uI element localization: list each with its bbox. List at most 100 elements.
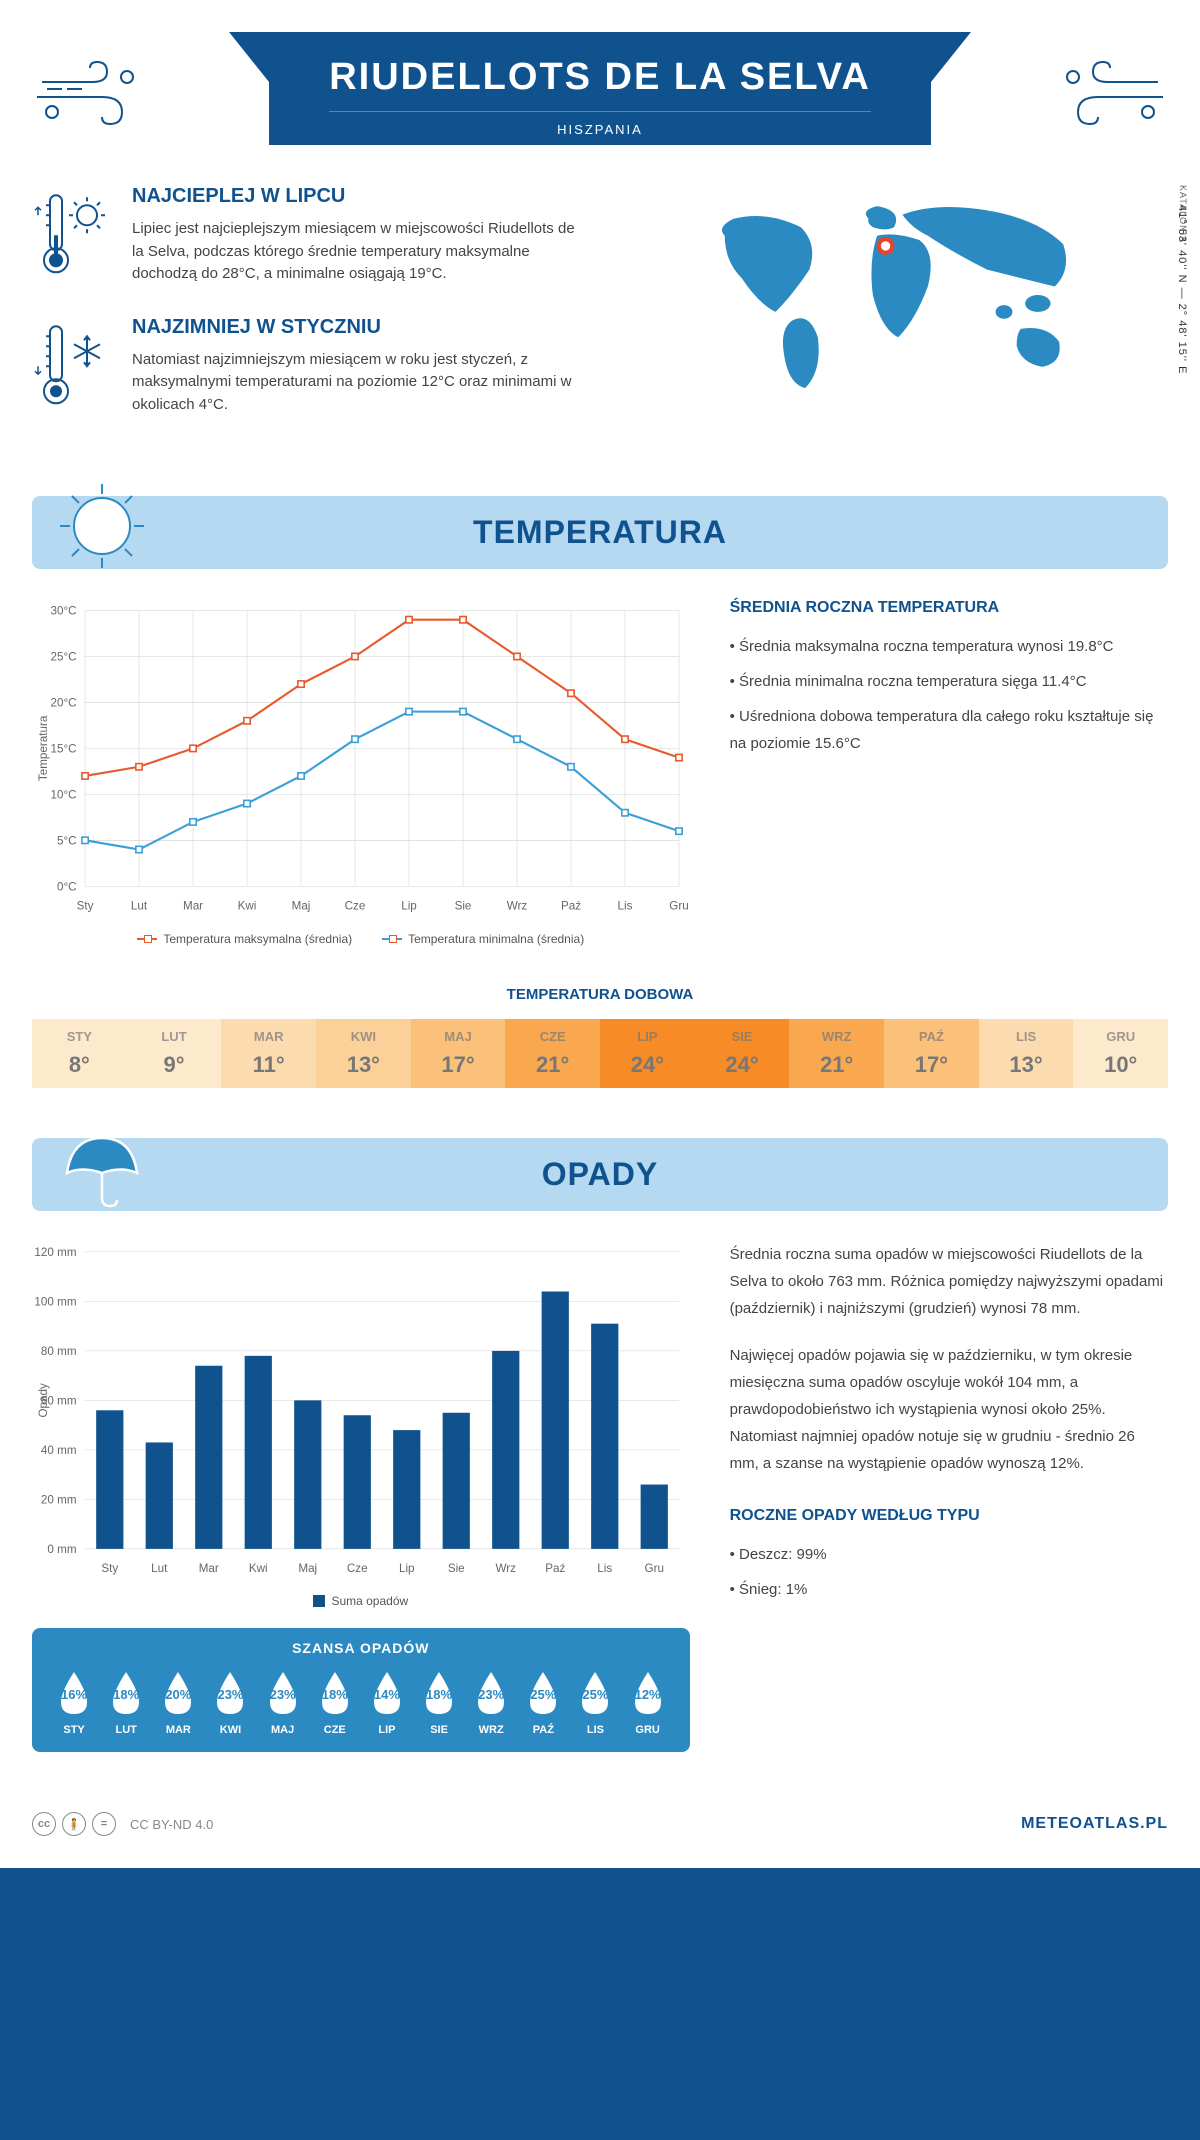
header: RIUDELLOTS DE LA SELVA HISZPANIA <box>32 32 1168 145</box>
svg-text:Kwi: Kwi <box>249 1562 268 1575</box>
daily-cell: CZE21° <box>505 1019 600 1088</box>
drop-icon: 23% <box>470 1668 512 1718</box>
svg-text:0 mm: 0 mm <box>47 1543 76 1556</box>
legend-min: Temperatura minimalna (średnia) <box>408 932 584 946</box>
drop-icon: 18% <box>105 1668 147 1718</box>
drop-icon: 18% <box>314 1668 356 1718</box>
legend-precip: Suma opadów <box>331 1594 408 1608</box>
daily-cell: GRU10° <box>1073 1019 1168 1088</box>
hot-title: NAJCIEPLEJ W LIPCU <box>132 185 580 208</box>
precipitation-title: OPADY <box>50 1156 1150 1193</box>
daily-cell: STY8° <box>32 1019 127 1088</box>
chance-cell: 12% GRU <box>626 1668 670 1736</box>
svg-text:Opady: Opady <box>37 1383 50 1418</box>
intro-text-column: NAJCIEPLEJ W LIPCU Lipiec jest najcieple… <box>32 185 580 446</box>
precipitation-content: 0 mm20 mm40 mm60 mm80 mm100 mm120 mmOpad… <box>32 1241 1168 1752</box>
drop-icon: 16% <box>53 1668 95 1718</box>
svg-text:5°C: 5°C <box>57 835 77 848</box>
coordinates: 41° 53' 40'' N — 2° 48' 15'' E <box>1176 205 1188 374</box>
chance-month: STY <box>52 1724 96 1736</box>
daily-month: LIS <box>979 1029 1074 1044</box>
page-title: RIUDELLOTS DE LA SELVA <box>329 56 871 99</box>
bytype-title: ROCZNE OPADY WEDŁUG TYPU <box>730 1507 1168 1525</box>
svg-text:20°C: 20°C <box>50 697 76 710</box>
bytype-bullet: • Śnieg: 1% <box>730 1576 1168 1603</box>
chance-month: MAJ <box>261 1724 305 1736</box>
chance-box: SZANSA OPADÓW 16% STY 18% LUT 20% MAR 23… <box>32 1628 690 1752</box>
daily-cell: SIE24° <box>695 1019 790 1088</box>
svg-text:Temperatura: Temperatura <box>37 715 50 781</box>
chance-value: 25% <box>530 1687 556 1702</box>
daily-value: 17° <box>884 1052 979 1078</box>
daily-month: LIP <box>600 1029 695 1044</box>
svg-text:Lut: Lut <box>151 1562 168 1575</box>
chance-cell: 20% MAR <box>156 1668 200 1736</box>
chance-cell: 16% STY <box>52 1668 96 1736</box>
chance-cell: 23% MAJ <box>261 1668 305 1736</box>
thermometer-sun-icon <box>32 185 112 286</box>
chance-value: 23% <box>478 1687 504 1702</box>
chance-cell: 18% CZE <box>313 1668 357 1736</box>
chance-month: KWI <box>208 1724 252 1736</box>
cold-text: Natomiast najzimniejszym miesiącem w rok… <box>132 349 580 417</box>
daily-value: 10° <box>1073 1052 1168 1078</box>
drop-icon: 18% <box>418 1668 460 1718</box>
svg-text:Lut: Lut <box>131 900 148 913</box>
umbrella-icon <box>52 1118 152 1218</box>
svg-text:30°C: 30°C <box>50 605 76 618</box>
cold-block: NAJZIMNIEJ W STYCZNIU Natomiast najzimni… <box>32 316 580 417</box>
svg-text:15°C: 15°C <box>50 743 76 756</box>
svg-text:Gru: Gru <box>669 900 688 913</box>
hot-block: NAJCIEPLEJ W LIPCU Lipiec jest najcieple… <box>32 185 580 286</box>
svg-text:Paź: Paź <box>545 1562 565 1575</box>
license-text: CC BY-ND 4.0 <box>130 1817 213 1832</box>
chance-value: 18% <box>426 1687 452 1702</box>
precip-text1: Średnia roczna suma opadów w miejscowośc… <box>730 1241 1168 1322</box>
daily-value: 13° <box>979 1052 1074 1078</box>
svg-text:Maj: Maj <box>298 1562 317 1575</box>
svg-text:20 mm: 20 mm <box>41 1494 77 1507</box>
thermometer-snow-icon <box>32 316 112 417</box>
chance-value: 23% <box>270 1687 296 1702</box>
svg-text:Sie: Sie <box>455 900 472 913</box>
precipitation-bar-chart: 0 mm20 mm40 mm60 mm80 mm100 mm120 mmOpad… <box>32 1241 690 1581</box>
page-subtitle: HISZPANIA <box>329 111 871 137</box>
svg-text:Kwi: Kwi <box>238 900 257 913</box>
daily-month: LUT <box>127 1029 222 1044</box>
daily-cell: LIP 24° <box>600 1019 695 1088</box>
chance-cell: 25% PAŹ <box>521 1668 565 1736</box>
chance-value: 12% <box>635 1687 661 1702</box>
chance-month: CZE <box>313 1724 357 1736</box>
daily-cell: WRZ21° <box>789 1019 884 1088</box>
temp-legend: .legend-swatch:nth-child(1)::after{borde… <box>32 932 690 946</box>
chance-value: 25% <box>582 1687 608 1702</box>
chance-month: LIS <box>573 1724 617 1736</box>
temperature-title: TEMPERATURA <box>50 514 1150 551</box>
temperature-line-chart: 0°C5°C10°C15°C20°C25°C30°CStyLutMarKwiMa… <box>32 599 690 919</box>
temperature-header: TEMPERATURA <box>32 496 1168 569</box>
bytype-bullet: • Deszcz: 99% <box>730 1541 1168 1568</box>
svg-text:Paź: Paź <box>561 900 581 913</box>
sun-icon <box>52 476 152 576</box>
temp-side-title: ŚREDNIA ROCZNA TEMPERATURA <box>730 599 1168 617</box>
chance-month: LUT <box>104 1724 148 1736</box>
svg-text:0°C: 0°C <box>57 881 77 894</box>
daily-temp-table: STY8°LUT9°MAR11°KWI13°MAJ17°CZE21°LIP24°… <box>32 1019 1168 1088</box>
daily-value: 24° <box>600 1052 695 1078</box>
daily-value: 8° <box>32 1052 127 1078</box>
chance-value: 23% <box>217 1687 243 1702</box>
drop-icon: 12% <box>627 1668 669 1718</box>
daily-month: SIE <box>695 1029 790 1044</box>
chance-value: 16% <box>61 1687 87 1702</box>
daily-month: MAR <box>221 1029 316 1044</box>
chance-month: WRZ <box>469 1724 513 1736</box>
daily-cell: MAJ17° <box>411 1019 506 1088</box>
svg-text:120 mm: 120 mm <box>34 1246 76 1259</box>
nd-icon: = <box>92 1812 116 1836</box>
site-name: METEOATLAS.PL <box>1021 1815 1168 1833</box>
legend-max: Temperatura maksymalna (średnia) <box>163 932 352 946</box>
chance-value: 20% <box>165 1687 191 1702</box>
daily-month: CZE <box>505 1029 600 1044</box>
daily-month: MAJ <box>411 1029 506 1044</box>
daily-value: 13° <box>316 1052 411 1078</box>
